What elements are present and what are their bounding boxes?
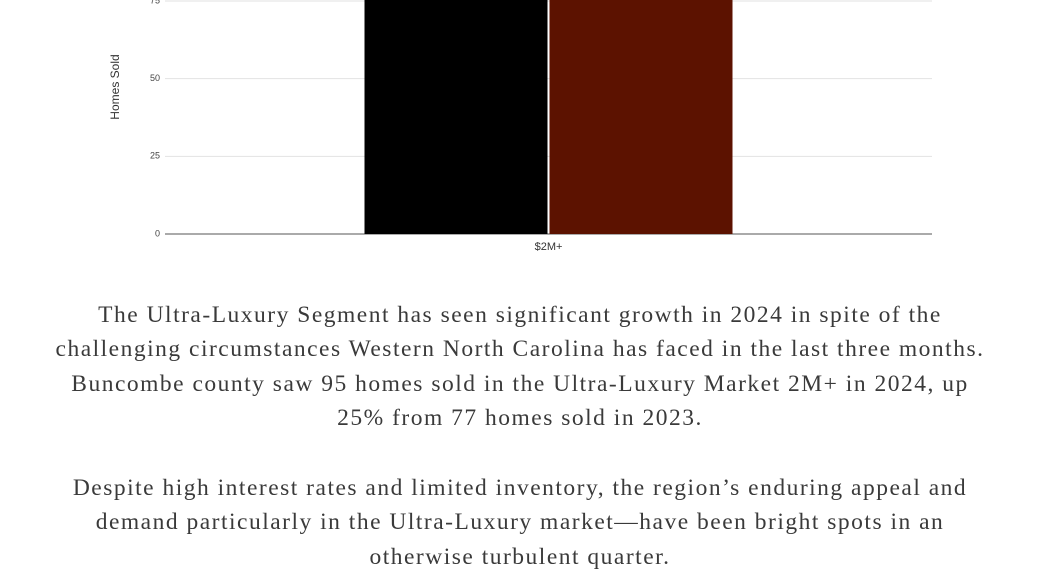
bar — [549, 0, 733, 234]
chart: Homes Sold 0 25 50 75 $2M+ — [108, 0, 932, 253]
paragraph: The Ultra-Luxury Segment has seen signif… — [55, 302, 985, 431]
y-axis-title: Homes Sold — [108, 54, 122, 119]
y-tick-label: 50 — [150, 73, 160, 83]
y-tick-label: 0 — [155, 228, 160, 238]
y-tick-label: 75 — [150, 0, 160, 5]
paragraph: Despite high interest rates and limited … — [72, 475, 968, 570]
x-tick-label: $2M+ — [535, 241, 563, 253]
y-tick-label: 25 — [150, 151, 160, 161]
bar — [364, 0, 548, 234]
